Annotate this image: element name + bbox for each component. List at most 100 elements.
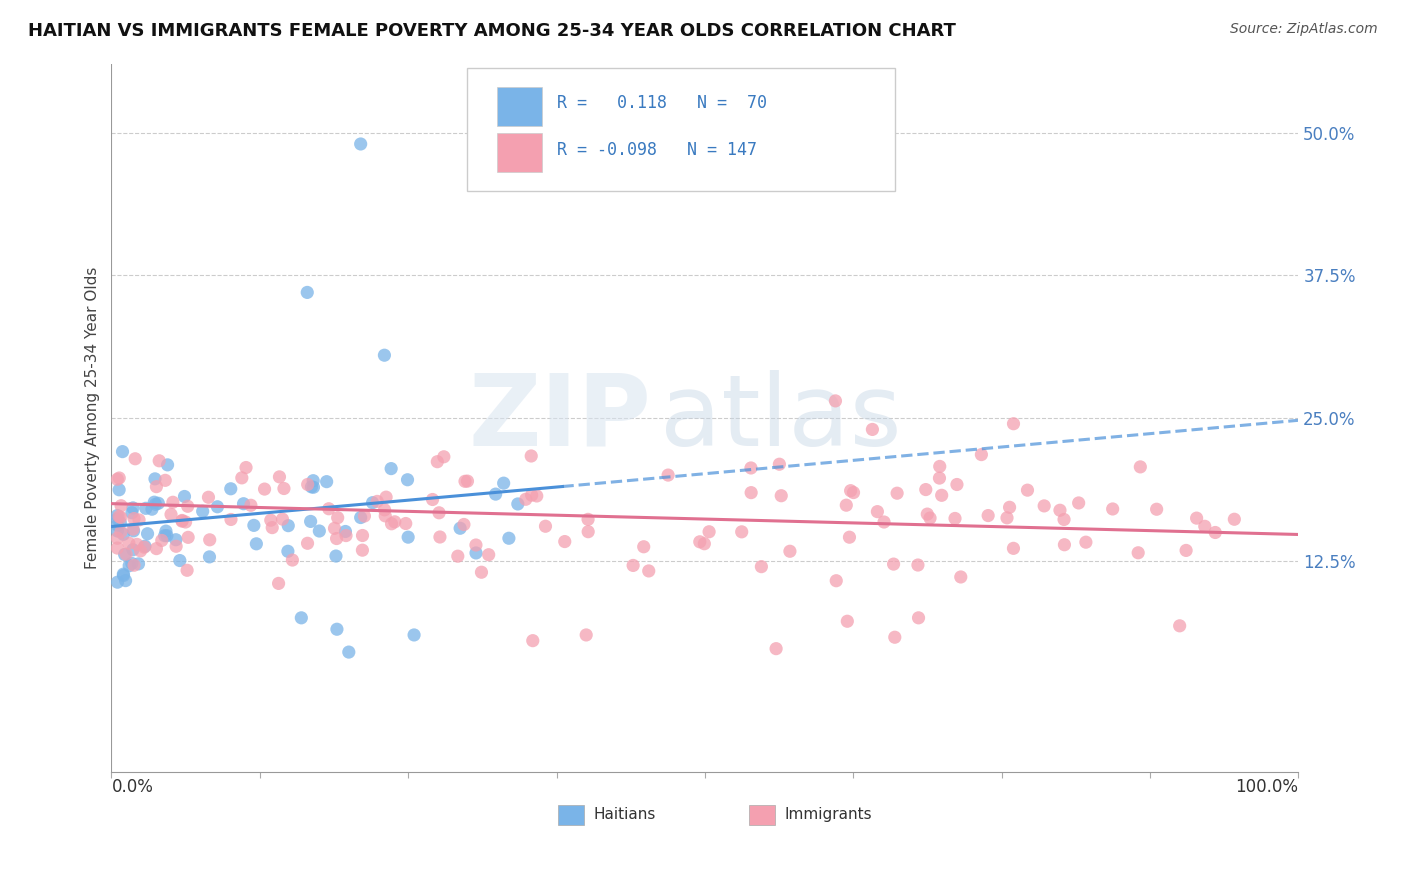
Point: [219, 512, 242, 526]
Point: [825, 574, 848, 588]
Point: [998, 500, 1021, 515]
Point: [433, 450, 456, 464]
Point: [770, 489, 793, 503]
Point: [522, 633, 544, 648]
Text: 0.0%: 0.0%: [111, 778, 153, 796]
Point: [1129, 459, 1152, 474]
Point: [1175, 543, 1198, 558]
Text: HAITIAN VS IMMIGRANTS FEMALE POVERTY AMONG 25-34 YEAR OLDS CORRELATION CHART: HAITIAN VS IMMIGRANTS FEMALE POVERTY AMO…: [28, 22, 956, 40]
Point: [105, 512, 128, 526]
Text: 100.0%: 100.0%: [1236, 778, 1298, 796]
Point: [917, 507, 939, 521]
Point: [352, 528, 374, 542]
Point: [245, 537, 267, 551]
Bar: [558, 805, 583, 825]
Point: [751, 559, 773, 574]
Point: [114, 548, 136, 562]
Point: [118, 536, 141, 550]
Point: [302, 480, 325, 494]
Point: [136, 526, 159, 541]
Y-axis label: Female Poverty Among 25-34 Year Olds: Female Poverty Among 25-34 Year Olds: [86, 267, 100, 569]
Point: [693, 537, 716, 551]
Point: [114, 574, 136, 588]
Point: [506, 497, 529, 511]
Point: [235, 460, 257, 475]
Point: [118, 558, 141, 573]
Point: [326, 510, 349, 524]
Point: [108, 471, 131, 485]
Point: [301, 480, 323, 494]
Point: [302, 474, 325, 488]
Point: [373, 348, 395, 362]
Point: [150, 533, 173, 548]
Point: [449, 521, 471, 535]
Point: [1049, 503, 1071, 517]
Point: [907, 558, 929, 572]
Point: [949, 570, 972, 584]
Point: [515, 492, 537, 507]
Point: [395, 516, 418, 531]
Point: [134, 539, 156, 553]
Point: [191, 504, 214, 518]
Point: [297, 536, 319, 550]
Point: [239, 498, 262, 512]
Point: [273, 482, 295, 496]
Point: [928, 471, 950, 485]
Point: [883, 557, 905, 571]
Point: [269, 470, 291, 484]
Point: [429, 530, 451, 544]
Point: [352, 543, 374, 558]
Point: [122, 558, 145, 573]
Point: [873, 515, 896, 529]
Point: [145, 497, 167, 511]
Point: [110, 516, 132, 530]
Point: [943, 511, 966, 525]
Point: [657, 468, 679, 483]
Point: [281, 553, 304, 567]
Point: [470, 566, 492, 580]
Point: [1223, 512, 1246, 526]
Point: [350, 136, 373, 151]
Point: [883, 630, 905, 644]
Point: [396, 530, 419, 544]
Point: [197, 490, 219, 504]
Point: [1067, 496, 1090, 510]
Point: [128, 513, 150, 527]
Point: [299, 515, 322, 529]
Point: [335, 528, 357, 542]
Point: [970, 448, 993, 462]
Point: [110, 499, 132, 513]
Point: [156, 458, 179, 472]
Point: [162, 495, 184, 509]
Point: [108, 509, 131, 524]
Point: [198, 533, 221, 547]
Point: [931, 488, 953, 502]
Point: [253, 482, 276, 496]
Point: [914, 483, 936, 497]
Point: [326, 622, 349, 636]
Point: [124, 451, 146, 466]
Point: [335, 524, 357, 539]
Point: [1053, 512, 1076, 526]
Point: [127, 557, 149, 571]
Text: R =   0.118   N =  70: R = 0.118 N = 70: [557, 94, 766, 112]
Point: [1002, 541, 1025, 556]
Point: [946, 477, 969, 491]
Point: [308, 524, 330, 538]
Point: [860, 422, 883, 436]
Point: [318, 501, 340, 516]
Point: [576, 524, 599, 539]
Point: [839, 483, 862, 498]
Point: [297, 285, 319, 300]
Bar: [498, 133, 543, 171]
Text: ZIP: ZIP: [468, 369, 651, 467]
Point: [231, 471, 253, 485]
Point: [478, 548, 501, 562]
Point: [112, 568, 135, 582]
Point: [262, 520, 284, 534]
Point: [380, 461, 402, 475]
Point: [337, 645, 360, 659]
Point: [1053, 538, 1076, 552]
Point: [837, 614, 859, 628]
Point: [143, 495, 166, 509]
